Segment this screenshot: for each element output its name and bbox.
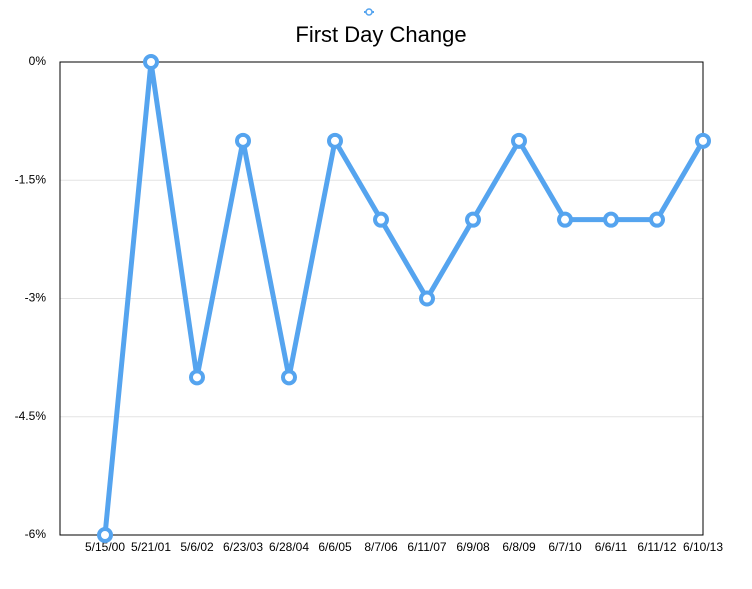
point <box>235 132 251 149</box>
x-tick-label: 6/6/11 <box>595 540 628 554</box>
x-tick-label: 6/28/04 <box>269 540 309 554</box>
point <box>419 290 435 307</box>
x-tick-label: 6/10/13 <box>683 540 723 554</box>
point <box>97 527 113 543</box>
x-tick-label: 6/6/05 <box>318 540 352 554</box>
point <box>511 132 527 149</box>
y-tick-label: -6% <box>25 527 47 541</box>
y-tick-label: -1.5% <box>15 172 47 186</box>
point <box>465 211 481 228</box>
chart-title: First Day Change <box>295 22 466 47</box>
x-tick-label: 6/7/10 <box>548 540 582 554</box>
y-tick-label: 0% <box>29 54 47 68</box>
x-tick-label: 6/11/12 <box>637 540 676 554</box>
legend-marker <box>365 8 373 16</box>
point <box>327 132 343 149</box>
y-tick-label: -4.5% <box>15 409 47 423</box>
point <box>649 211 665 228</box>
point <box>373 211 389 228</box>
legend <box>364 8 374 16</box>
point <box>189 369 205 386</box>
x-tick-label: 6/23/03 <box>223 540 263 554</box>
point <box>603 211 619 228</box>
point <box>557 211 573 228</box>
x-tick-label: 5/15/00 <box>85 540 125 554</box>
x-tick-label: 5/6/02 <box>180 540 214 554</box>
point <box>695 132 711 149</box>
point <box>143 54 159 70</box>
x-tick-label: 6/8/09 <box>502 540 536 554</box>
y-tick-label: -3% <box>25 291 47 305</box>
x-tick-label: 6/9/08 <box>456 540 490 554</box>
plot-frame <box>59 61 704 536</box>
x-tick-label: 6/11/07 <box>407 540 446 554</box>
x-tick-label: 5/21/01 <box>131 540 171 554</box>
point <box>281 369 297 386</box>
x-tick-label: 8/7/06 <box>364 540 398 554</box>
